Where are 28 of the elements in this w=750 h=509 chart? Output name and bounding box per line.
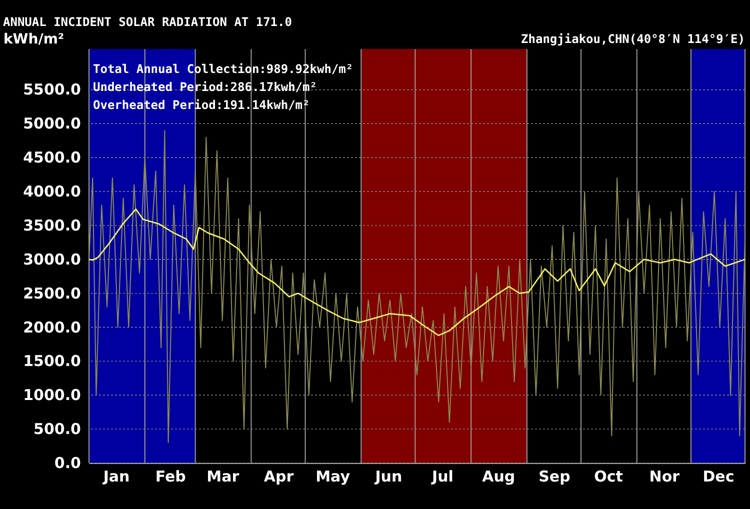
y-tick-label: 3000.0 (23, 250, 81, 268)
x-tick-label: Aug (482, 468, 516, 486)
y-tick-label: 5000.0 (23, 114, 81, 133)
x-tick-label: Dec (702, 468, 734, 486)
y-axis-title: kWh/m² (4, 32, 64, 48)
x-tick-label: May (316, 468, 350, 486)
x-tick-label: Nor (649, 468, 680, 486)
y-tick-label: 2500.0 (23, 284, 81, 302)
x-tick-label: Sep (538, 468, 571, 486)
x-tick-label: Mar (206, 468, 240, 486)
y-tick-label: 5500.0 (23, 80, 81, 99)
x-tick-label: Jun (374, 468, 402, 486)
y-tick-label: 3500.0 (23, 216, 81, 234)
y-tick-label: 4500.0 (23, 148, 81, 167)
y-tick-label: 500.0 (34, 420, 81, 438)
y-tick-label: 1000.0 (23, 386, 81, 404)
x-tick-label: Feb (155, 468, 186, 486)
y-tick-label: 0.0 (54, 454, 81, 472)
chart-title: ANNUAL INCIDENT SOLAR RADIATION AT 171.0 (3, 15, 292, 29)
y-tick-label: 2000.0 (23, 318, 81, 336)
y-tick-label: 4000.0 (23, 182, 81, 201)
x-tick-label: Jul (431, 468, 454, 486)
x-tick-label: Apr (264, 468, 294, 486)
text: Zhangjiakou,CHN(40°8′N 114°9′E) (521, 32, 745, 46)
x-tick-label: Jan (102, 468, 130, 486)
x-tick-label: Oct (594, 468, 623, 486)
line-series (89, 208, 745, 336)
y-tick-label: 1500.0 (23, 352, 81, 370)
